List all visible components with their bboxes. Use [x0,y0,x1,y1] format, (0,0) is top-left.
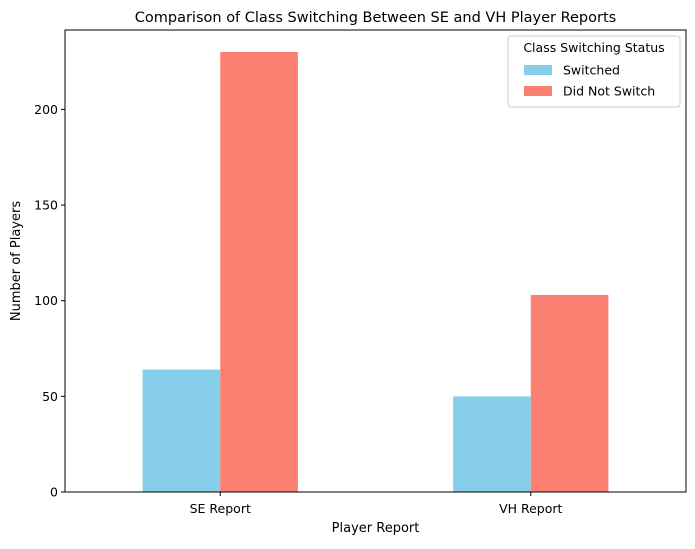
y-tick-label: 200 [34,102,58,117]
y-axis: 0 50 100 150 200 [34,102,65,500]
legend-swatch [524,65,552,75]
x-tick-label: VH Report [499,501,562,516]
bar-switched-se-report [142,369,221,492]
bar-did-not-switch-se-report [220,52,298,492]
y-axis-label: Number of Players [9,201,24,321]
y-tick-label: 50 [42,389,58,404]
plot-frame [64,29,687,493]
legend-label: Switched [563,63,620,78]
x-axis: SE Report VH Report [190,492,563,516]
legend-swatch [524,86,552,96]
bars-layer [142,52,609,492]
x-axis-label: Player Report [332,521,420,536]
x-tick-label: SE Report [190,501,251,516]
y-tick-label: 0 [50,485,58,500]
chart-title: Comparison of Class Switching Between SE… [135,10,616,26]
legend-label: Did Not Switch [563,84,655,99]
y-tick-label: 100 [34,293,58,308]
bar-did-not-switch-vh-report [530,294,609,492]
bar-switched-vh-report [453,396,531,492]
legend-title: Class Switching Status [523,40,664,55]
y-tick-label: 150 [34,198,58,213]
legend: Class Switching Status Switched Did Not S… [507,35,681,108]
